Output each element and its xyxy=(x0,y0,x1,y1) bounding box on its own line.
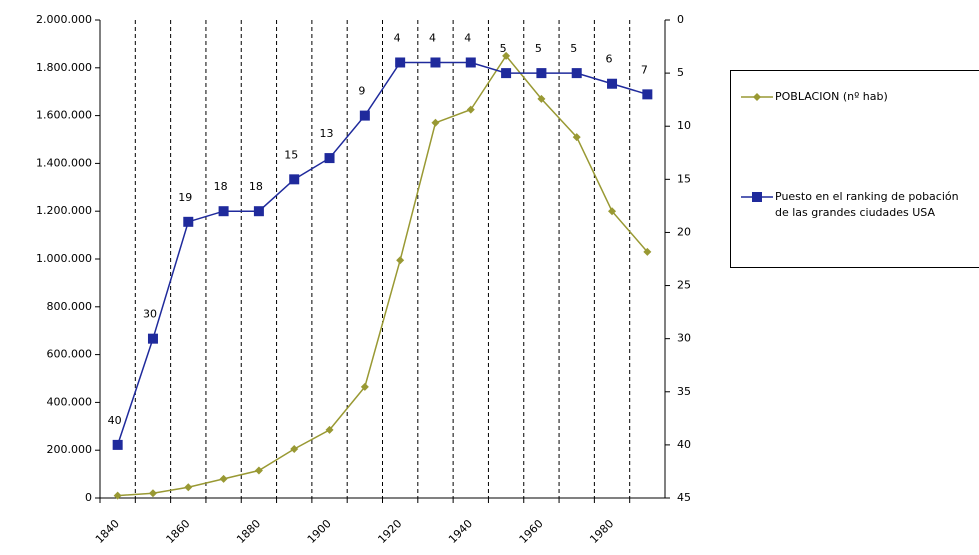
x-tick-label: 1900 xyxy=(305,517,334,546)
y-tick-label: 1.600.000 xyxy=(36,109,92,122)
marker xyxy=(360,382,369,391)
x-tick-label: 1940 xyxy=(446,517,475,546)
x-tick-label: 1920 xyxy=(375,517,404,546)
data-label: 6 xyxy=(606,53,613,66)
y2-tick-label: 5 xyxy=(677,66,684,79)
data-label: 40 xyxy=(108,414,122,427)
marker xyxy=(642,89,653,100)
marker xyxy=(643,247,652,256)
data-label: 5 xyxy=(535,42,542,55)
marker xyxy=(607,78,618,89)
marker xyxy=(537,94,546,103)
marker xyxy=(324,153,335,164)
y-tick-label: 600.000 xyxy=(47,348,93,361)
y2-tick-label: 0 xyxy=(677,13,684,26)
marker xyxy=(219,474,228,483)
y2-tick-label: 15 xyxy=(677,172,691,185)
legend: POBLACION (nº hab) Puesto en el ranking d… xyxy=(730,70,979,268)
marker xyxy=(112,439,123,450)
marker xyxy=(608,207,617,216)
y2-tick-label: 20 xyxy=(677,225,691,238)
series-line xyxy=(116,61,648,446)
marker xyxy=(395,57,406,68)
y-tick-label: 0 xyxy=(85,491,92,504)
y2-tick-label: 35 xyxy=(677,385,691,398)
marker xyxy=(113,491,122,500)
y2-tick-label: 10 xyxy=(677,119,691,132)
data-label: 19 xyxy=(178,191,192,204)
legend-entry: Puesto en el ranking de pobación de las … xyxy=(739,189,975,221)
marker xyxy=(253,206,264,217)
marker xyxy=(465,57,476,68)
data-label: 15 xyxy=(284,148,298,161)
marker xyxy=(431,118,440,127)
y2-tick-label: 40 xyxy=(677,438,691,451)
marker xyxy=(359,110,370,121)
marker xyxy=(289,174,300,185)
legend-marker xyxy=(752,192,762,202)
data-label: 5 xyxy=(500,42,507,55)
data-label: 4 xyxy=(464,31,471,44)
marker xyxy=(502,51,511,60)
marker xyxy=(183,216,194,227)
legend-marker xyxy=(753,93,761,101)
legend-label: Puesto en el ranking de pobación de las … xyxy=(775,190,959,219)
marker xyxy=(184,483,193,492)
y-tick-label: 1.400.000 xyxy=(36,156,92,169)
data-label: 30 xyxy=(143,308,157,321)
marker xyxy=(571,68,582,79)
y-tick-label: 1.200.000 xyxy=(36,204,92,217)
marker xyxy=(325,425,334,434)
marker xyxy=(254,466,263,475)
y-tick-label: 800.000 xyxy=(47,300,93,313)
marker xyxy=(430,57,441,68)
marker xyxy=(218,206,229,217)
data-label: 7 xyxy=(641,63,648,76)
marker xyxy=(290,445,299,454)
x-tick-label: 1980 xyxy=(587,517,616,546)
y2-tick-label: 25 xyxy=(677,279,691,292)
data-label: 4 xyxy=(394,31,401,44)
data-label: 9 xyxy=(358,85,365,98)
x-tick-label: 1860 xyxy=(164,517,193,546)
legend-icon xyxy=(741,93,773,101)
y-tick-label: 1.800.000 xyxy=(36,61,92,74)
marker xyxy=(536,68,547,79)
data-label: 18 xyxy=(249,180,263,193)
marker xyxy=(147,333,158,344)
legend-label: POBLACION (nº hab) xyxy=(775,90,888,103)
x-tick-label: 1880 xyxy=(234,517,263,546)
marker xyxy=(501,68,512,79)
data-label: 5 xyxy=(570,42,577,55)
x-tick-label: 1960 xyxy=(517,517,546,546)
y-tick-label: 1.000.000 xyxy=(36,252,92,265)
y-tick-label: 2.000.000 xyxy=(36,13,92,26)
marker xyxy=(396,256,405,265)
x-tick-label: 1840 xyxy=(93,517,122,546)
y2-tick-label: 30 xyxy=(677,332,691,345)
series-line xyxy=(117,54,648,497)
y-tick-label: 400.000 xyxy=(47,395,93,408)
data-label: 13 xyxy=(320,127,334,140)
data-label: 4 xyxy=(429,31,436,44)
marker xyxy=(572,133,581,142)
y-tick-label: 200.000 xyxy=(47,443,93,456)
marker xyxy=(466,105,475,114)
legend-icon xyxy=(741,192,773,202)
legend-entry: POBLACION (nº hab) xyxy=(739,89,975,105)
marker xyxy=(148,489,157,498)
y2-tick-label: 45 xyxy=(677,491,691,504)
data-label: 18 xyxy=(214,180,228,193)
